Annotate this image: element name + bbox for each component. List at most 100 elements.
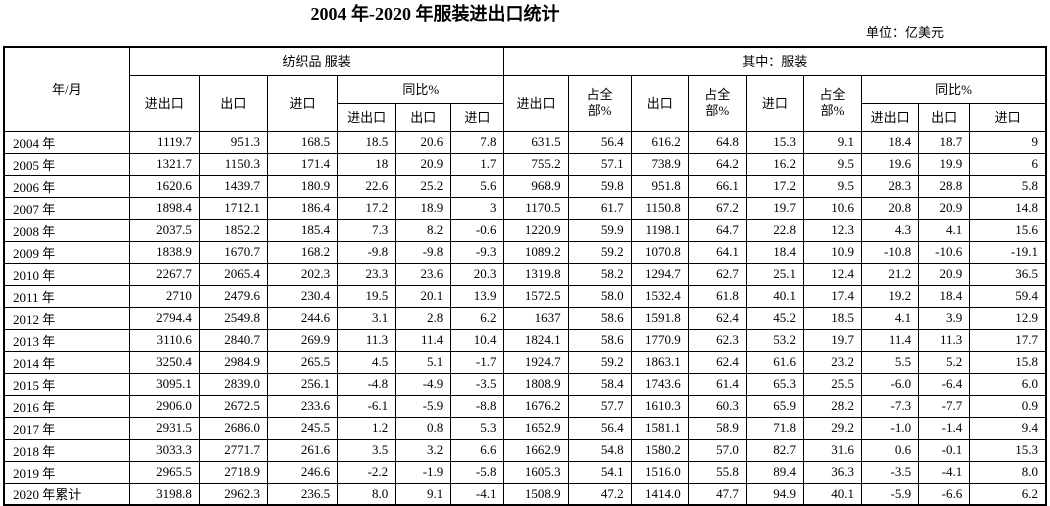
value-cell: 57.0 [687, 438, 747, 462]
year-cell: 2009 年 [3, 240, 130, 264]
value-cell: 89.4 [745, 460, 804, 484]
header-textile-import: 进口 [266, 74, 339, 132]
value-cell: 1808.9 [503, 372, 569, 396]
value-cell: 23.3 [337, 262, 397, 286]
value-cell: 4.1 [861, 306, 920, 330]
header-textile-yoy: 同比% [337, 74, 505, 104]
year-cell: 2013 年 [3, 328, 130, 352]
value-cell: 17.2 [745, 174, 804, 198]
unit-note: 单位：亿美元 [865, 25, 944, 40]
value-cell: 5.8 [969, 174, 1047, 198]
value-cell: 755.2 [503, 152, 569, 176]
value-cell: 1898.4 [128, 196, 200, 220]
value-cell: -10.8 [861, 240, 920, 264]
value-cell: 1924.7 [503, 350, 569, 374]
value-cell: 23.6 [395, 262, 452, 286]
year-cell: 2012 年 [3, 306, 130, 330]
value-cell: 18.5 [337, 130, 397, 154]
header-main-row: 进出口 出口 进口 同比% 进出口 占全部% 出口 占全部% 进口 占全部% 同… [4, 74, 1047, 132]
value-cell: 10.6 [802, 196, 863, 220]
table-header: 年/月 纺织品 服装 其中：服装 进出口 出口 进口 同比% 进出口 占全部% … [3, 46, 1047, 132]
header-year-month: 年/月 [3, 46, 130, 132]
header-textile-yoy-export: 出口 [395, 102, 452, 132]
value-cell: 19.6 [861, 152, 920, 176]
value-cell: 9 [969, 130, 1047, 154]
value-cell: 65.3 [745, 372, 804, 396]
value-cell: 5.5 [861, 350, 920, 374]
value-cell: 28.8 [918, 174, 971, 198]
value-cell: 12.3 [802, 218, 863, 242]
value-cell: 22.8 [745, 218, 804, 242]
value-cell: 58.6 [567, 306, 632, 330]
value-cell: 40.1 [802, 482, 863, 506]
value-cell: 1294.7 [630, 262, 689, 286]
table-row: 2014 年 3250.4 2984.9 265.5 4.5 5.1 -1.7 1924.7 5… [3, 350, 1047, 374]
value-cell: 6.2 [450, 306, 505, 330]
table-row: 2008 年 2037.5 1852.2 185.4 7.3 8.2 -0.6 1220.9 5… [3, 218, 1047, 242]
table-row: 2004 年 1119.7 951.3 168.5 18.5 20.6 7.8 631.5 56… [3, 130, 1047, 154]
value-cell: 4.5 [337, 350, 397, 374]
value-cell: 18.5 [802, 306, 863, 330]
header-apparel-share-export: 占全部% [687, 74, 747, 132]
value-cell: 59.8 [567, 174, 632, 198]
value-cell: 19.7 [745, 196, 804, 220]
value-cell: 246.6 [266, 460, 339, 484]
value-cell: 20.6 [395, 130, 452, 154]
value-cell: 21.2 [861, 262, 920, 286]
year-cell: 2016 年 [3, 394, 130, 418]
value-cell: 1414.0 [630, 482, 689, 506]
value-cell: 5.3 [450, 416, 505, 440]
value-cell: 168.2 [266, 240, 339, 264]
value-cell: 28.3 [861, 174, 920, 198]
year-cell: 2010 年 [3, 262, 130, 286]
value-cell: 11.3 [918, 328, 971, 352]
value-cell: 18.7 [918, 130, 971, 154]
table-row: 2012 年 2794.4 2549.8 244.6 3.1 2.8 6.2 1637 58.6… [3, 306, 1047, 330]
value-cell: 64.1 [687, 240, 747, 264]
table-row: 2010 年 2267.7 2065.4 202.3 23.3 23.6 20.3 1319.… [3, 262, 1047, 286]
value-cell: 1712.1 [198, 196, 268, 220]
value-cell: 64.2 [687, 152, 747, 176]
value-cell: 968.9 [503, 174, 569, 198]
year-cell: 2014 年 [3, 350, 130, 374]
value-cell: 2686.0 [198, 416, 268, 440]
value-cell: 36.5 [969, 262, 1047, 286]
value-cell: 58.6 [567, 328, 632, 352]
value-cell: 65.9 [745, 394, 804, 418]
value-cell: 0.9 [969, 394, 1047, 418]
value-cell: 3095.1 [128, 372, 200, 396]
value-cell: 1863.1 [630, 350, 689, 374]
value-cell: 2906.0 [128, 394, 200, 418]
header-apparel-yoy: 同比% [861, 74, 1047, 104]
value-cell: 265.5 [266, 350, 339, 374]
header-group-row: 年/月 纺织品 服装 其中：服装 [3, 46, 1047, 132]
value-cell: 1070.8 [630, 240, 689, 264]
value-cell: 186.4 [266, 196, 339, 220]
value-cell: 1508.9 [503, 482, 569, 506]
value-cell: 1150.3 [198, 152, 268, 176]
value-cell: 5.6 [450, 174, 505, 198]
value-cell: 3.9 [918, 306, 971, 330]
value-cell: 2.8 [395, 306, 452, 330]
table-row: 2013 年 3110.6 2840.7 269.9 11.3 11.4 10.4 1824.… [3, 328, 1047, 352]
value-cell: 7.3 [337, 218, 397, 242]
value-cell: 59.2 [567, 240, 632, 264]
value-cell: 19.2 [861, 284, 920, 308]
value-cell: 3198.8 [128, 482, 200, 506]
value-cell: 1743.6 [630, 372, 689, 396]
share-of-total-label: 占全部% [704, 87, 731, 118]
value-cell: 1198.1 [630, 218, 689, 242]
value-cell: 9.1 [395, 482, 452, 506]
value-cell: 1620.6 [128, 174, 200, 198]
value-cell: 8.2 [395, 218, 452, 242]
value-cell: 6.6 [450, 438, 505, 462]
value-cell: 3250.4 [128, 350, 200, 374]
value-cell: 17.2 [337, 196, 397, 220]
value-cell: 1838.9 [128, 240, 200, 264]
value-cell: 57.7 [567, 394, 632, 418]
value-cell: 616.2 [630, 130, 689, 154]
value-cell: 1770.9 [630, 328, 689, 352]
value-cell: 62.3 [687, 328, 747, 352]
share-of-total-label: 占全部% [819, 87, 846, 118]
value-cell: 951.3 [198, 130, 268, 154]
